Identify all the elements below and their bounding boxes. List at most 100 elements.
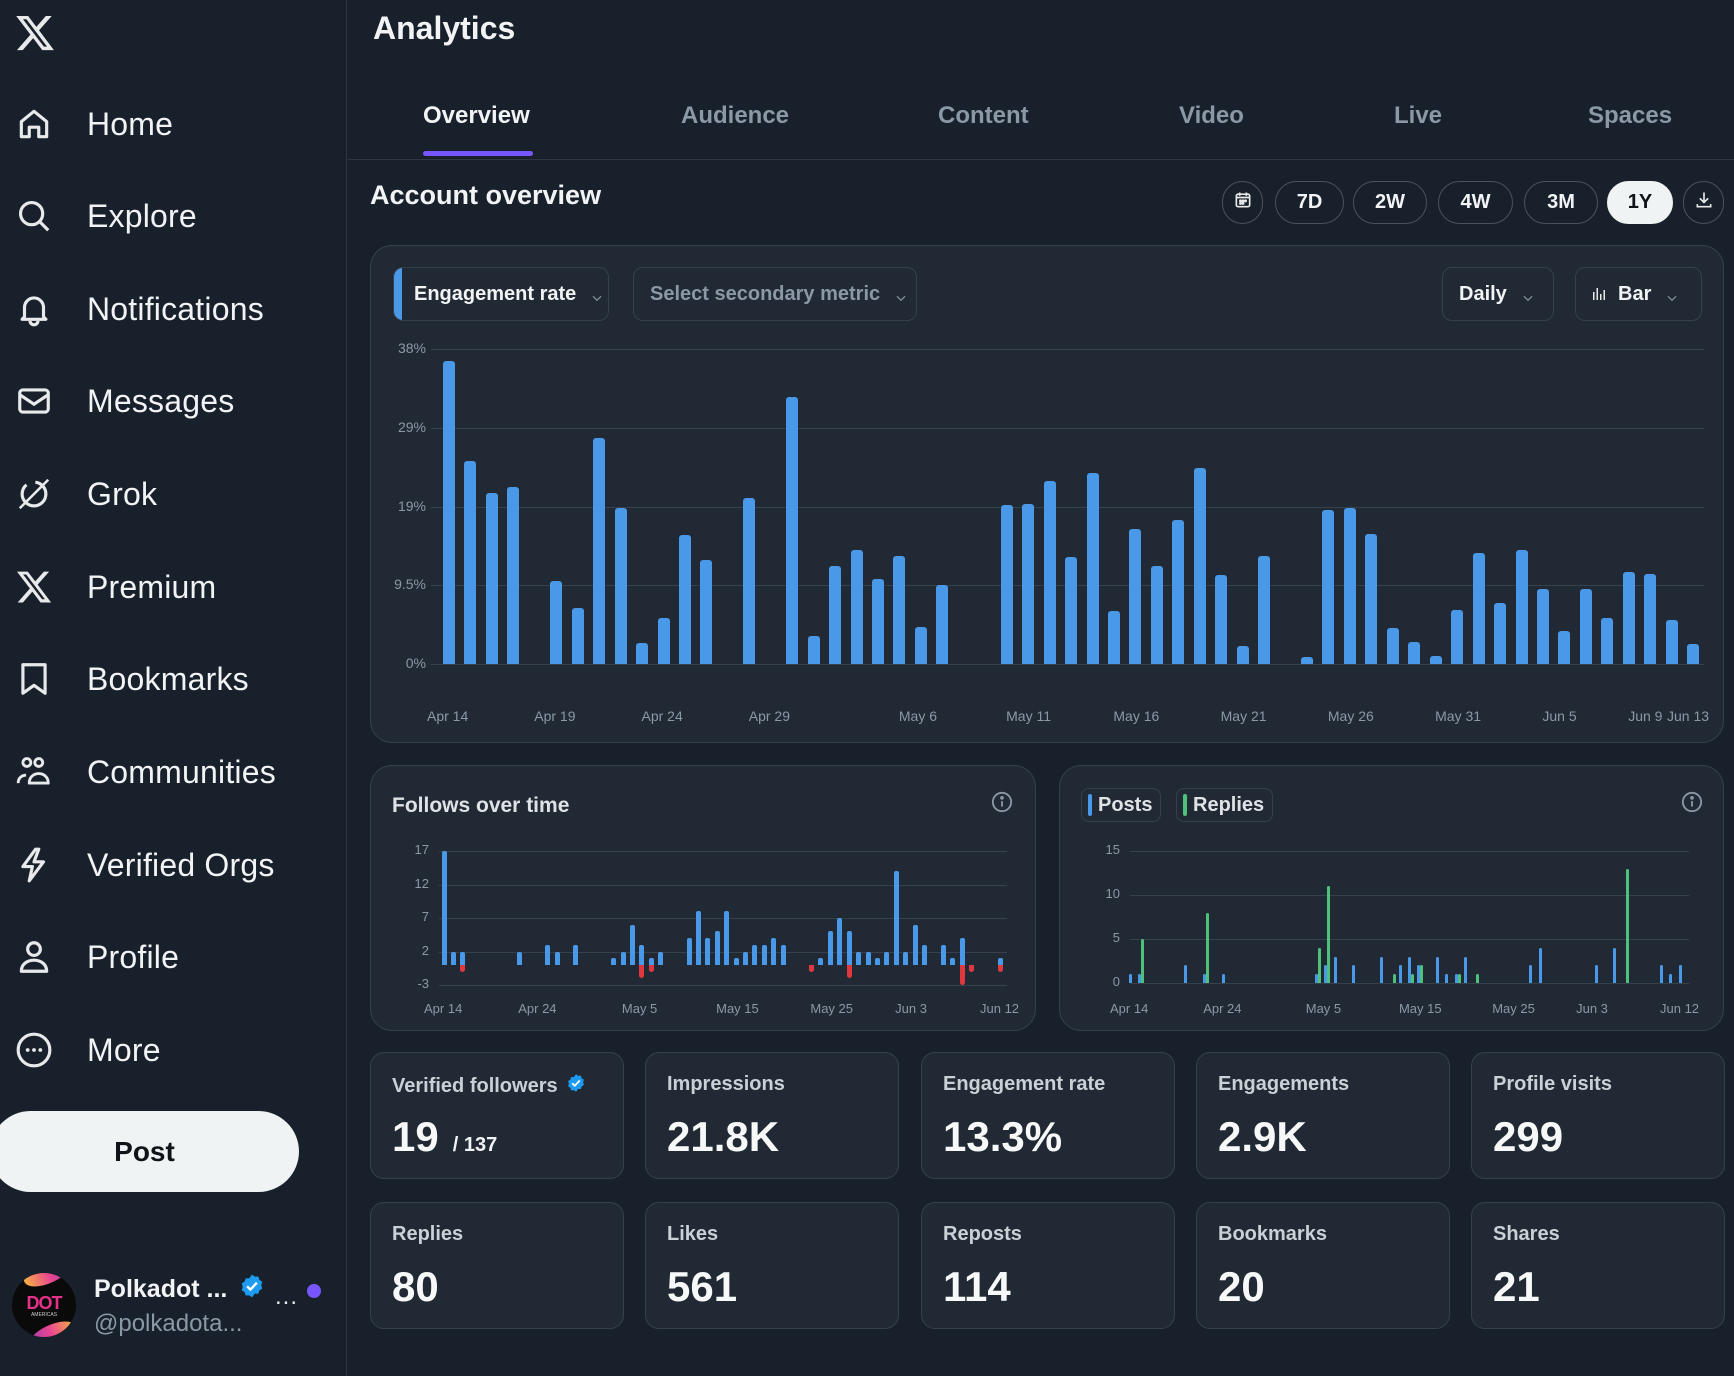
chart-type-dropdown[interactable]: Bar bbox=[1575, 267, 1702, 321]
stat-card-shares[interactable]: Shares 21 bbox=[1471, 1202, 1725, 1329]
interval-dropdown[interactable]: Daily bbox=[1442, 267, 1554, 321]
stat-card-verified-followers[interactable]: Verified followers 19 / 137 bbox=[370, 1052, 624, 1179]
bar-posts bbox=[1529, 965, 1533, 983]
gridline bbox=[431, 349, 1704, 350]
x-tick-label: Apr 19 bbox=[534, 708, 576, 724]
gridline bbox=[439, 918, 1007, 919]
more-options-icon[interactable]: ... bbox=[275, 1283, 299, 1310]
bar-posts bbox=[1137, 974, 1141, 983]
tab-spaces[interactable]: Spaces bbox=[1588, 102, 1673, 129]
x-logo-icon[interactable] bbox=[14, 12, 56, 54]
bar-follows bbox=[874, 958, 880, 965]
bar-posts bbox=[1538, 947, 1542, 983]
stat-card-likes[interactable]: Likes 561 bbox=[645, 1202, 899, 1329]
gridline bbox=[1130, 983, 1689, 984]
sidebar-item-premium[interactable]: Premium bbox=[0, 555, 330, 619]
bar bbox=[571, 608, 584, 664]
stat-value: 114 bbox=[943, 1263, 1011, 1310]
tab-live[interactable]: Live bbox=[1394, 102, 1443, 129]
stat-card-replies[interactable]: Replies 80 bbox=[370, 1202, 624, 1329]
y-tick-label: 9.5% bbox=[394, 576, 426, 593]
y-tick-label: 5 bbox=[1112, 930, 1120, 945]
bar bbox=[1451, 610, 1464, 664]
chevron-down-icon bbox=[1521, 288, 1533, 302]
bar bbox=[1408, 642, 1421, 664]
stat-label: Profile visits bbox=[1493, 1073, 1612, 1095]
secondary-metric-dropdown[interactable]: Select secondary metric bbox=[633, 267, 917, 321]
bar-follows bbox=[686, 938, 692, 965]
y-tick-label: 19% bbox=[397, 497, 426, 514]
bar-posts bbox=[1436, 956, 1440, 983]
primary-metric-dropdown[interactable]: Engagement rate bbox=[393, 267, 609, 321]
bar-follows bbox=[460, 951, 466, 965]
sidebar-item-bookmarks[interactable]: Bookmarks bbox=[0, 647, 330, 711]
info-icon[interactable] bbox=[1681, 791, 1703, 813]
sidebar-item-profile[interactable]: Profile bbox=[0, 925, 330, 989]
bar-unfollows bbox=[639, 964, 645, 979]
sidebar-item-explore[interactable]: Explore bbox=[0, 184, 330, 248]
info-icon[interactable] bbox=[991, 791, 1013, 813]
stat-card-engagement-rate[interactable]: Engagement rate 13.3% bbox=[921, 1052, 1175, 1179]
account-switcher[interactable]: DOT AMERICAS Polkadot ... @polkadota... bbox=[12, 1270, 332, 1340]
x-tick-label: Apr 14 bbox=[424, 1001, 463, 1016]
stat-card-bookmarks[interactable]: Bookmarks 20 bbox=[1196, 1202, 1450, 1329]
x-tick-label: Jun 5 bbox=[1542, 708, 1577, 724]
sidebar-item-more[interactable]: More bbox=[0, 1018, 330, 1082]
sidebar-item-home[interactable]: Home bbox=[0, 92, 330, 156]
bar-follows bbox=[554, 951, 560, 965]
range-7d-button[interactable]: 7D bbox=[1275, 181, 1344, 224]
bar bbox=[1258, 556, 1271, 664]
sidebar-item-label: Grok bbox=[87, 475, 158, 512]
bar-replies bbox=[1457, 974, 1461, 983]
x-tick-label: May 15 bbox=[1398, 1001, 1442, 1016]
calendar-button[interactable] bbox=[1222, 181, 1263, 224]
legend-posts[interactable]: Posts bbox=[1081, 788, 1162, 822]
range-2w-button[interactable]: 2W bbox=[1353, 181, 1427, 224]
bar-follows bbox=[695, 911, 701, 965]
tab-content[interactable]: Content bbox=[938, 102, 1029, 129]
bar-follows bbox=[658, 951, 664, 965]
y-tick-label: 29% bbox=[397, 418, 426, 435]
sidebar-item-grok[interactable]: Grok bbox=[0, 462, 330, 526]
bar-follows bbox=[865, 951, 871, 965]
post-button[interactable]: Post bbox=[0, 1111, 299, 1192]
bar-follows bbox=[714, 931, 720, 965]
bar-follows bbox=[818, 958, 824, 965]
tab-overview[interactable]: Overview bbox=[423, 102, 530, 129]
stat-card-engagements[interactable]: Engagements 2.9K bbox=[1196, 1052, 1450, 1179]
bar bbox=[1515, 549, 1528, 664]
bar bbox=[1043, 480, 1056, 664]
range-1y-button[interactable]: 1Y bbox=[1607, 181, 1673, 224]
bar-posts bbox=[1669, 974, 1673, 983]
stat-card-reposts[interactable]: Reposts 114 bbox=[921, 1202, 1175, 1329]
download-icon bbox=[1694, 190, 1714, 216]
bar-posts bbox=[1203, 974, 1207, 983]
bar bbox=[700, 560, 713, 664]
range-3m-button[interactable]: 3M bbox=[1524, 181, 1598, 224]
stat-card-profile-visits[interactable]: Profile visits 299 bbox=[1471, 1052, 1725, 1179]
sidebar-item-communities[interactable]: Communities bbox=[0, 740, 330, 804]
sidebar-item-verified-orgs[interactable]: Verified Orgs bbox=[0, 833, 330, 897]
sidebar-item-label: Verified Orgs bbox=[87, 846, 275, 883]
gridline bbox=[439, 851, 1007, 852]
bar bbox=[850, 549, 863, 664]
bar bbox=[1665, 620, 1678, 664]
x-tick-label: May 15 bbox=[716, 1001, 759, 1016]
bar-follows bbox=[950, 958, 956, 965]
sidebar-item-notifications[interactable]: Notifications bbox=[0, 277, 330, 341]
account-name: Polkadot ... bbox=[94, 1274, 228, 1303]
y-tick-label: 7 bbox=[421, 909, 429, 924]
bar-posts bbox=[1659, 965, 1663, 983]
legend-replies[interactable]: Replies bbox=[1176, 788, 1274, 822]
tab-audience[interactable]: Audience bbox=[681, 102, 790, 129]
sidebar-item-messages[interactable]: Messages bbox=[0, 369, 330, 433]
range-4w-button[interactable]: 4W bbox=[1438, 181, 1513, 224]
tab-video[interactable]: Video bbox=[1179, 102, 1244, 129]
stat-card-impressions[interactable]: Impressions 21.8K bbox=[645, 1052, 899, 1179]
stat-label: Bookmarks bbox=[1218, 1223, 1327, 1245]
bar-chart-icon bbox=[1592, 283, 1606, 306]
x-tick-label: May 6 bbox=[898, 708, 938, 724]
x-tick-label: Jun 9 bbox=[1628, 708, 1663, 724]
download-button[interactable] bbox=[1683, 181, 1724, 224]
